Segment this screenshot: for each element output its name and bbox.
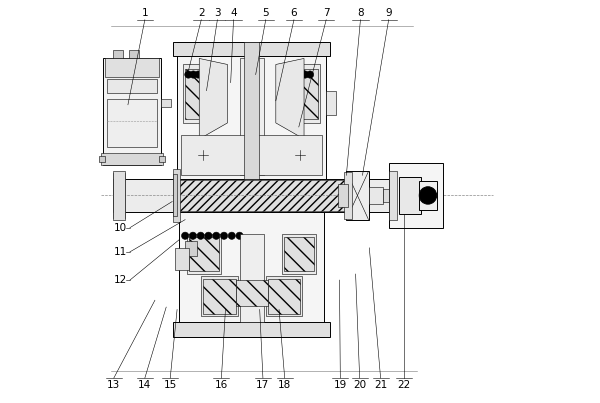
Bar	[113, 50, 122, 58]
Circle shape	[236, 232, 243, 239]
Text: 15: 15	[164, 380, 177, 390]
Text: 5: 5	[262, 8, 269, 18]
Text: 21: 21	[374, 380, 387, 390]
Bar	[107, 79, 157, 93]
Polygon shape	[276, 58, 304, 139]
Text: 7: 7	[323, 8, 329, 18]
Text: 2: 2	[198, 8, 205, 18]
Bar	[201, 276, 238, 316]
Bar	[185, 69, 220, 119]
Bar	[107, 99, 157, 147]
Bar	[179, 180, 349, 211]
Text: 6: 6	[290, 8, 297, 18]
Bar	[113, 173, 125, 218]
Circle shape	[220, 232, 227, 239]
Text: 18: 18	[278, 380, 292, 390]
Text: 20: 20	[353, 380, 366, 390]
Bar	[236, 280, 268, 306]
Text: 12: 12	[114, 275, 127, 285]
Bar	[389, 171, 397, 220]
Bar	[183, 64, 221, 123]
Bar	[203, 279, 236, 314]
Bar	[161, 99, 171, 107]
Bar	[284, 69, 318, 119]
Text: 10: 10	[114, 223, 127, 233]
Bar	[159, 156, 165, 162]
Text: 14: 14	[138, 380, 151, 390]
Text: 22: 22	[397, 380, 410, 390]
Text: 19: 19	[334, 380, 347, 390]
Bar	[419, 181, 437, 210]
Bar	[177, 42, 326, 179]
Circle shape	[301, 71, 309, 78]
Text: 11: 11	[114, 247, 127, 257]
Bar	[173, 174, 177, 216]
Bar	[103, 58, 161, 165]
Bar	[185, 241, 197, 256]
Circle shape	[212, 232, 220, 239]
Circle shape	[228, 232, 235, 239]
Circle shape	[197, 232, 205, 239]
Circle shape	[286, 71, 294, 78]
Bar	[368, 187, 383, 204]
Bar	[239, 58, 264, 175]
Bar	[129, 50, 139, 58]
Bar	[173, 322, 330, 337]
Bar	[326, 91, 336, 115]
Bar	[389, 163, 443, 228]
Bar	[187, 234, 221, 274]
Bar	[344, 172, 352, 219]
Bar	[282, 234, 316, 274]
Circle shape	[210, 71, 217, 78]
Circle shape	[195, 71, 202, 78]
Circle shape	[419, 187, 437, 204]
Circle shape	[307, 71, 314, 78]
Bar	[173, 42, 330, 56]
Bar	[173, 169, 181, 222]
Bar	[399, 177, 421, 214]
Bar	[98, 156, 104, 162]
Text: 13: 13	[107, 380, 121, 390]
Bar	[175, 248, 189, 270]
Bar	[189, 237, 220, 271]
Circle shape	[200, 71, 207, 78]
Text: 9: 9	[385, 8, 392, 18]
Text: 16: 16	[215, 380, 228, 390]
Bar	[383, 189, 389, 202]
Circle shape	[205, 71, 212, 78]
Text: 17: 17	[256, 380, 269, 390]
Bar	[282, 64, 320, 123]
Text: 3: 3	[214, 8, 221, 18]
Text: 4: 4	[230, 8, 237, 18]
Bar	[181, 135, 322, 175]
Circle shape	[189, 232, 197, 239]
Bar	[101, 153, 163, 165]
Circle shape	[292, 71, 299, 78]
Polygon shape	[199, 58, 227, 139]
Bar	[244, 42, 259, 179]
Circle shape	[281, 71, 289, 78]
Text: 1: 1	[142, 8, 148, 18]
Bar	[268, 279, 300, 314]
Bar	[113, 179, 429, 212]
Bar	[284, 237, 314, 271]
Circle shape	[205, 232, 212, 239]
Bar	[266, 276, 302, 316]
Circle shape	[296, 71, 304, 78]
Circle shape	[190, 71, 197, 78]
Circle shape	[185, 71, 192, 78]
Bar	[179, 212, 324, 337]
Bar	[239, 234, 264, 322]
Text: 8: 8	[357, 8, 364, 18]
Bar	[104, 58, 159, 77]
Bar	[346, 171, 368, 220]
Bar	[113, 171, 125, 220]
Circle shape	[182, 232, 189, 239]
Bar	[338, 184, 349, 207]
